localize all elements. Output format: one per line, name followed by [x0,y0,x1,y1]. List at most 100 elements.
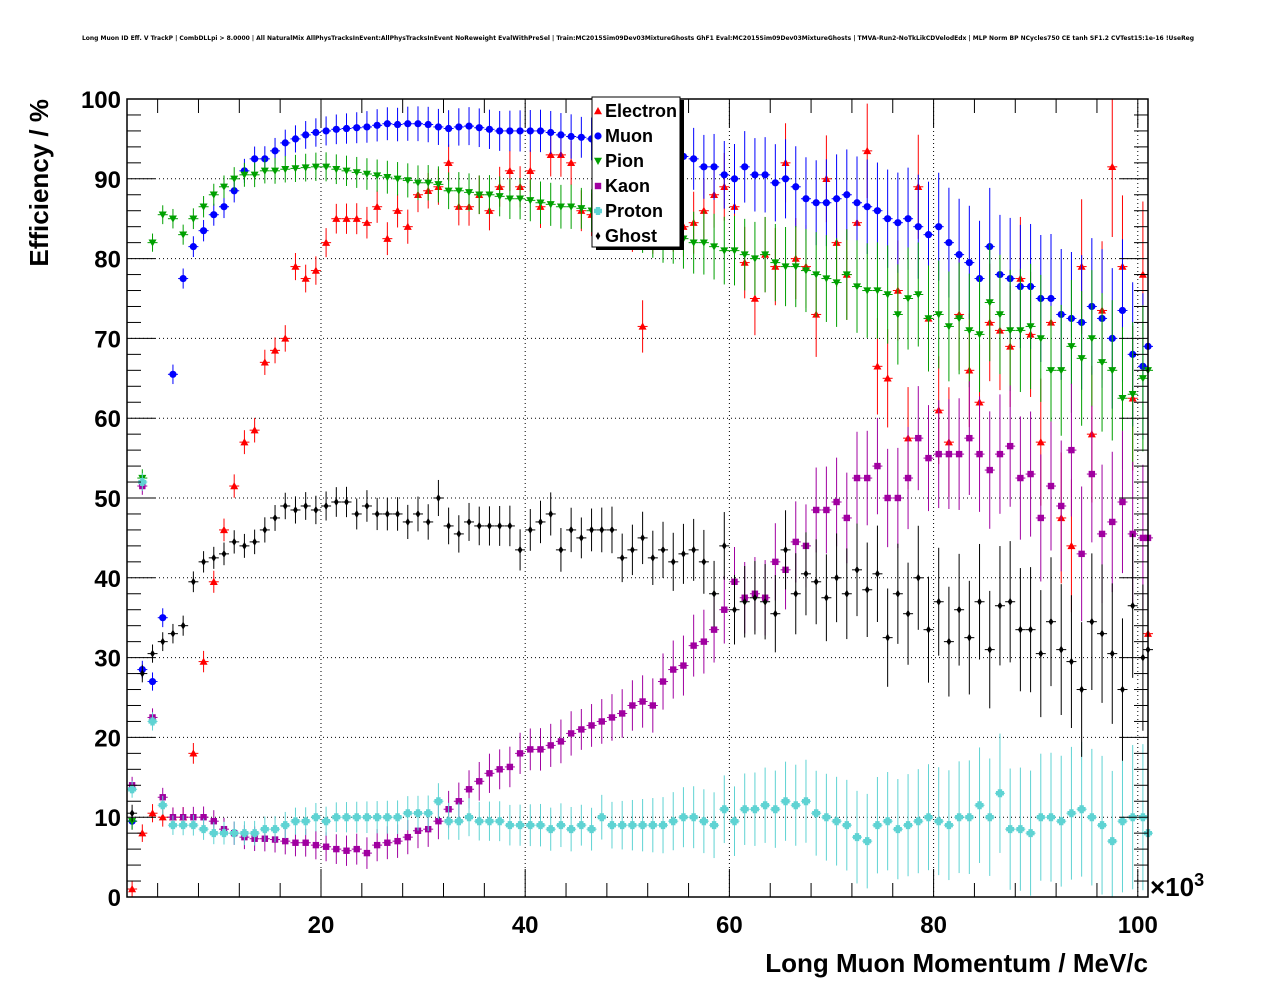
pion-point [1098,359,1107,367]
kaon-point [1058,502,1065,510]
ghost-point [527,525,533,534]
x-tick-label: 20 [308,912,335,939]
ghost-point [446,521,452,530]
proton-point [618,821,627,830]
proton-point [332,813,341,822]
kaon-point [966,434,973,442]
electron-point [271,346,280,354]
y-tick-label: 20 [94,725,121,752]
kaon-point [618,710,626,717]
ghost-point [885,633,891,642]
kaon-point [700,638,708,645]
kaon-point [1088,470,1096,478]
kaon-point [1109,518,1116,526]
muon-point [220,203,228,211]
muon-point [179,274,187,283]
pion-point [924,315,933,323]
pion-point [710,243,719,251]
pion-point [362,170,371,179]
proton-point [1036,813,1045,822]
ghost-point [783,545,788,554]
proton-point [271,825,280,834]
ghost-point [711,589,717,598]
pion-point [873,287,882,295]
ghost-point [1069,657,1074,666]
electron-point [199,657,208,665]
kaon-point [333,845,340,853]
ghost-point [415,509,421,518]
ghost-point [190,577,196,586]
ghost-point [150,649,155,658]
proton-point [710,821,719,830]
x-tick-label: 80 [920,912,947,939]
proton-point [322,817,331,826]
proton-point [546,825,555,834]
proton-point [771,805,780,814]
electron-point [883,374,892,382]
proton-point [750,805,759,814]
proton-point [995,789,1004,798]
electron-point [352,214,361,222]
proton-point [199,825,208,834]
pion-point [689,239,698,247]
electron-point [1036,438,1045,446]
pion-point [1026,323,1035,331]
y-tick-label: 30 [94,646,121,673]
electron-point [638,322,647,330]
ghost-point [231,537,237,546]
pion-point [536,199,545,207]
proton-point [761,801,770,810]
kaon-point [384,839,391,846]
ghost-point [1048,617,1054,626]
legend-entry-pion: Pion [594,151,644,171]
pion-point [230,175,239,183]
kaon-point [874,462,881,470]
proton-point [1047,813,1056,822]
muon-point [812,199,820,207]
y-tick-label: 100 [81,87,121,114]
data-series [127,99,1153,897]
pion-point [301,164,310,172]
proton-point [924,813,933,822]
pion-point [863,287,872,295]
legend-entries: Electron Muon Pion Kaon Proton Ghost [594,101,677,246]
muon-point [894,219,902,227]
muon-point [843,191,851,199]
proton-point [597,813,606,822]
muon-point [465,122,473,130]
axes: 0 10 20 30 40 50 60 70 80 90 100 20 40 60 80 100 [81,87,1158,939]
proton-point [842,821,851,830]
muon-point [302,131,310,139]
proton-point [373,813,382,822]
muon-point [945,239,953,247]
kaon-point [976,450,983,458]
kaon-point [710,626,718,633]
muon-point [700,163,708,171]
electron-point [240,438,249,446]
legend-label: Pion [605,151,644,171]
pion-point [281,166,290,174]
muon-point [383,120,391,128]
x-tick-label: 60 [716,912,743,939]
proton-point [975,801,984,810]
kaon-point [792,538,799,546]
electron-point [250,426,259,434]
muon-point [884,215,892,223]
proton-point [1006,825,1015,834]
ghost-point [242,541,247,550]
proton-point [1087,813,1096,822]
ghost-point [354,509,360,518]
ghost-point [793,589,799,598]
pion-point [750,255,759,263]
proton-point [934,817,943,826]
kaon-point [680,662,687,669]
pion-point [904,295,913,303]
muon-point [496,127,504,135]
legend-label: Electron [605,101,677,121]
kaon-point [516,750,524,757]
legend: Electron Muon Pion Kaon Proton Ghost [591,96,684,250]
kaon-point [1068,446,1075,454]
kaon-point [853,474,861,482]
proton-point [189,821,198,830]
ghost-point [405,517,411,526]
